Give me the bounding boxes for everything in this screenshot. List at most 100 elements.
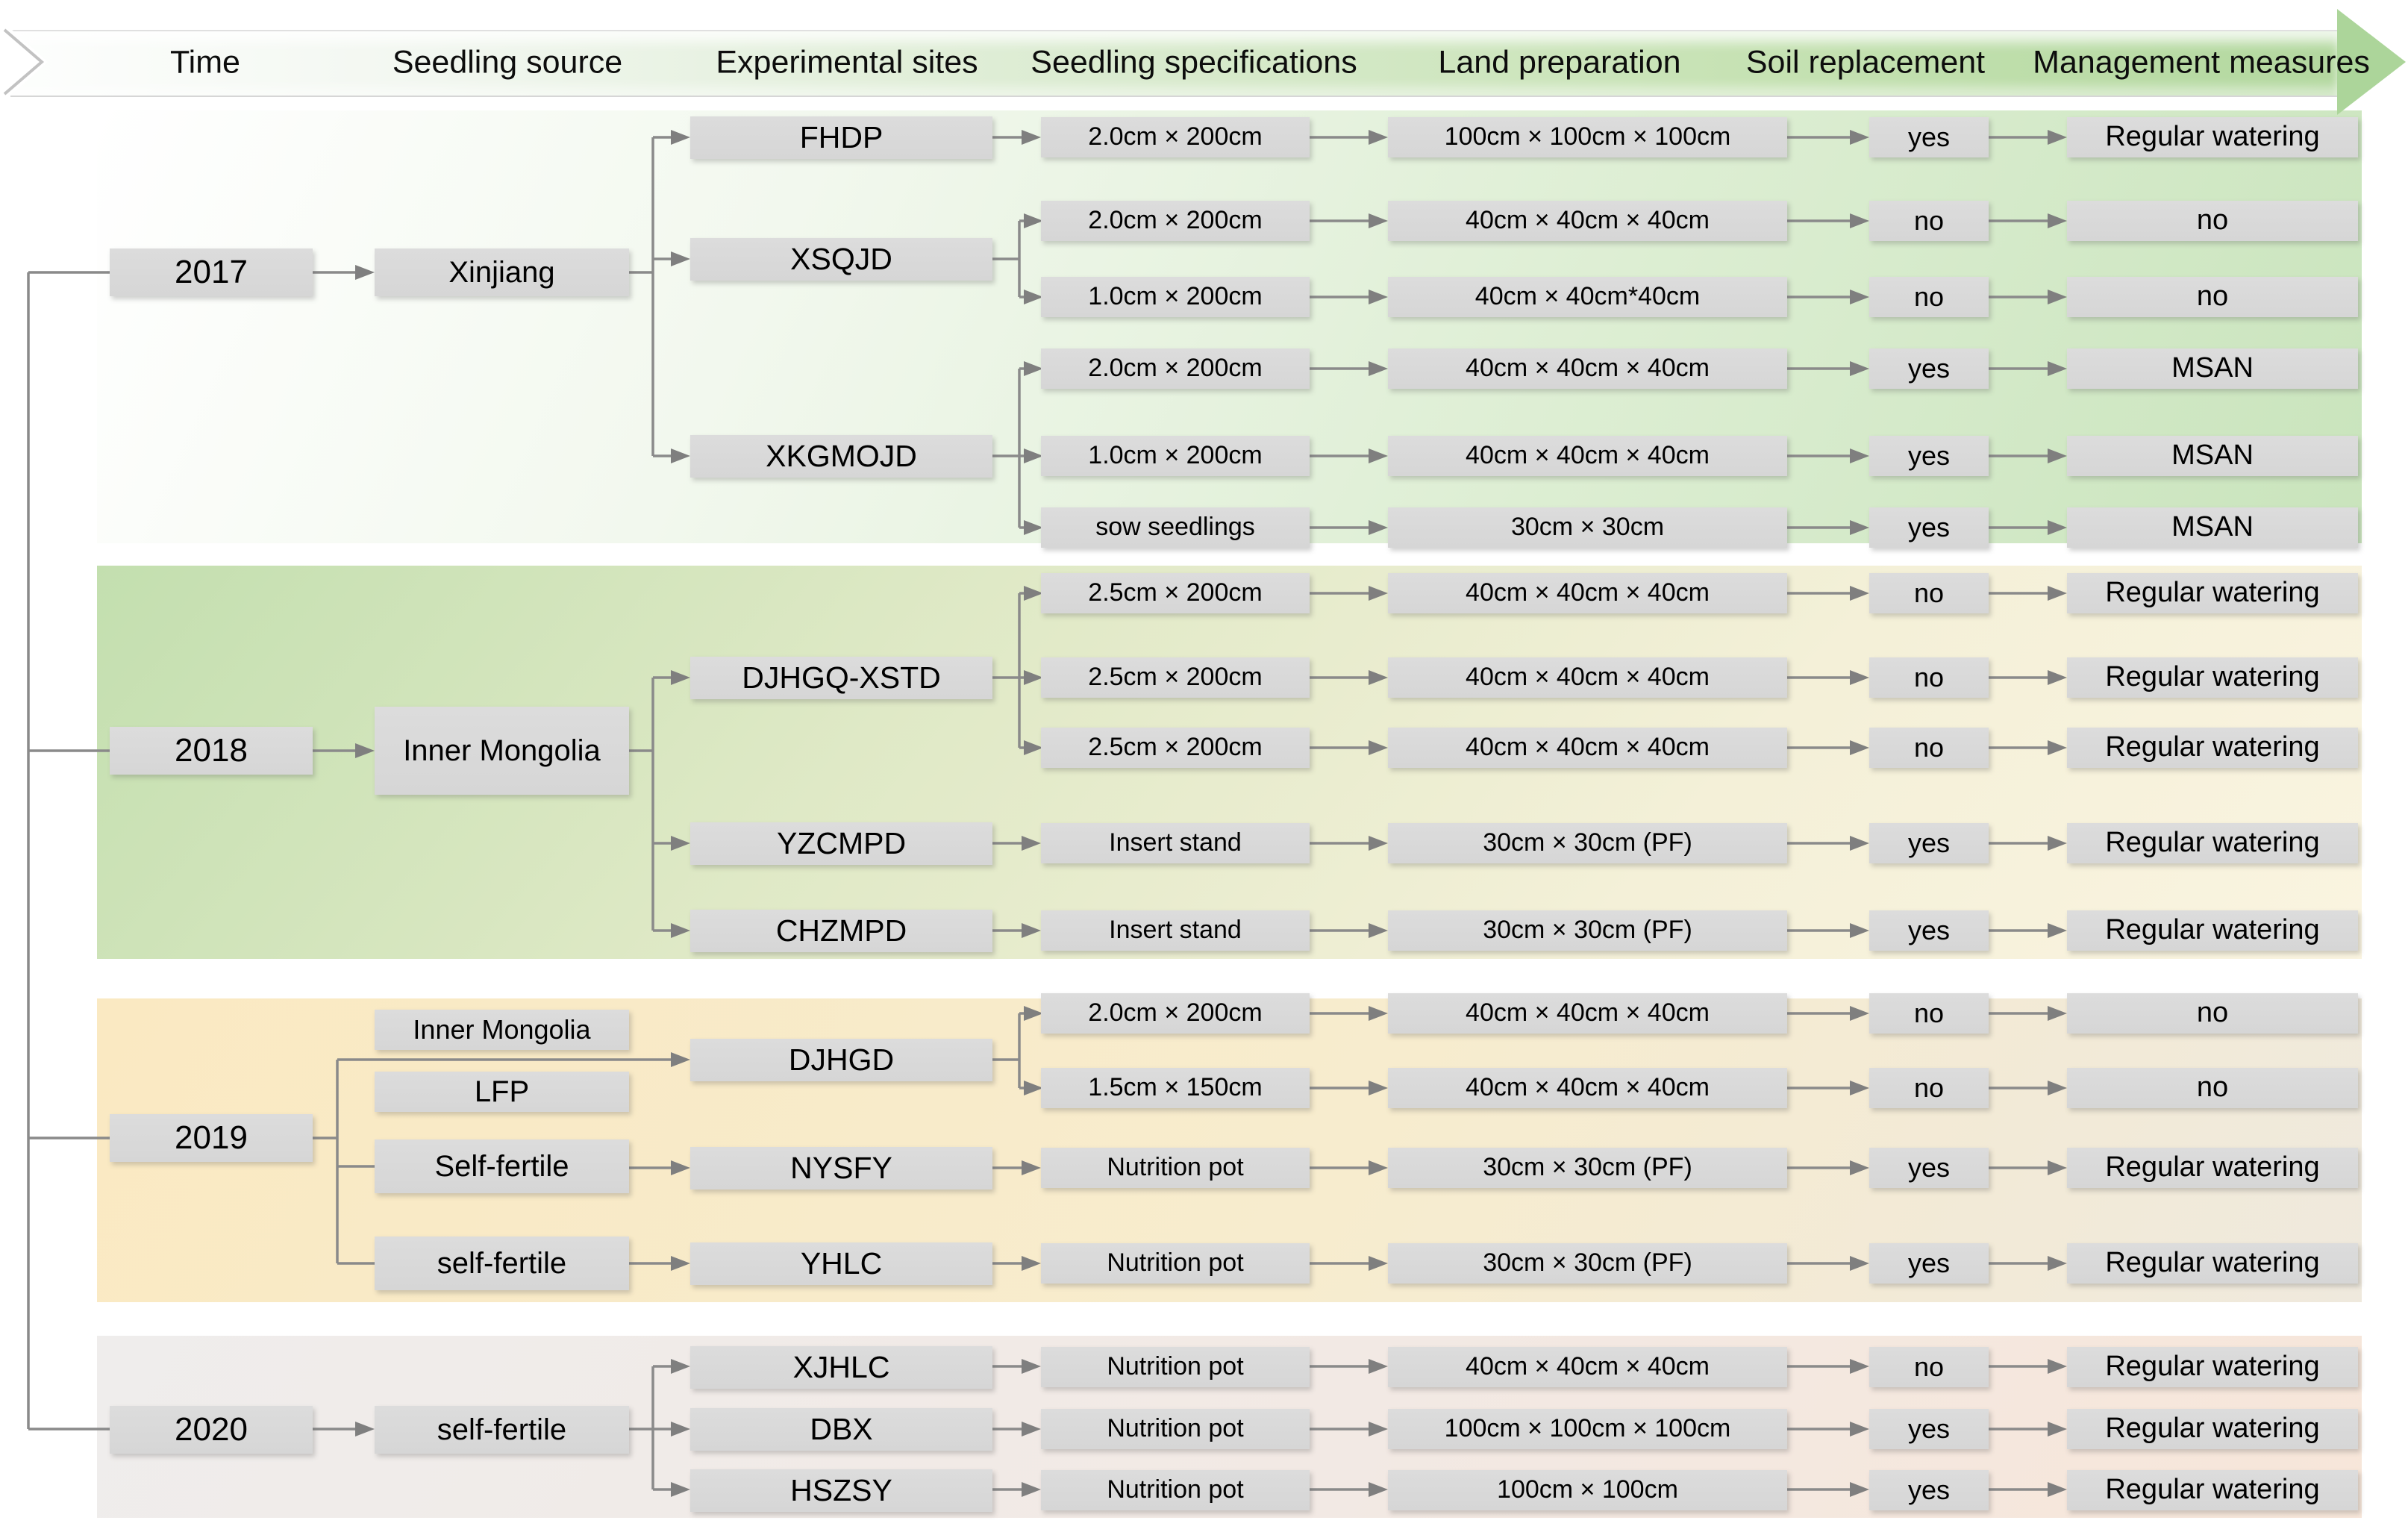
mgmt-box-2017-r5: MSAN bbox=[2067, 436, 2358, 476]
soil-box-2017-r4: yes bbox=[1869, 348, 1989, 389]
soil-box-2017-r1: yes bbox=[1869, 117, 1989, 157]
soil-box-2020-r1: no bbox=[1869, 1347, 1989, 1387]
mgmt-box-2017-r3: no bbox=[2067, 277, 2358, 317]
source-box-inner-mongolia-2019: Inner Mongolia bbox=[375, 1010, 629, 1050]
column-header-source: Seedling source bbox=[392, 44, 623, 81]
soil-box-2018-r4: yes bbox=[1869, 823, 1989, 863]
spec-box-2019-r3: Nutrition pot bbox=[1041, 1148, 1310, 1188]
banner-notch bbox=[10, 28, 48, 96]
mgmt-box-2019-r2: no bbox=[2067, 1068, 2358, 1108]
soil-box-2018-r2: no bbox=[1869, 657, 1989, 698]
site-box-yhlc: YHLC bbox=[690, 1242, 992, 1285]
land-box-2019-r3: 30cm × 30cm (PF) bbox=[1388, 1148, 1787, 1188]
column-header-management: Management measures bbox=[2033, 44, 2370, 81]
soil-box-2019-r2: no bbox=[1869, 1068, 1989, 1108]
land-box-2018-r1: 40cm × 40cm × 40cm bbox=[1388, 573, 1787, 613]
banner-chevron-icon bbox=[3, 28, 45, 96]
spec-box-2019-r2: 1.5cm × 150cm bbox=[1041, 1068, 1310, 1108]
land-box-2019-r4: 30cm × 30cm (PF) bbox=[1388, 1243, 1787, 1284]
spec-box-2020-r1: Nutrition pot bbox=[1041, 1347, 1310, 1387]
mgmt-box-2017-r4: MSAN bbox=[2067, 348, 2358, 389]
year-box-2020: 2020 bbox=[110, 1406, 313, 1454]
land-box-2017-r4: 40cm × 40cm × 40cm bbox=[1388, 348, 1787, 389]
soil-box-2017-r6: yes bbox=[1869, 507, 1989, 548]
soil-box-2018-r3: no bbox=[1869, 728, 1989, 768]
spec-box-2017-r2: 2.0cm × 200cm bbox=[1041, 201, 1310, 241]
soil-box-2020-r2: yes bbox=[1869, 1409, 1989, 1449]
spec-box-2018-r4: Insert stand bbox=[1041, 823, 1310, 863]
spec-box-2019-r4: Nutrition pot bbox=[1041, 1243, 1310, 1284]
land-box-2020-r1: 40cm × 40cm × 40cm bbox=[1388, 1347, 1787, 1387]
spec-box-2018-r5: Insert stand bbox=[1041, 910, 1310, 951]
mgmt-box-2017-r1: Regular watering bbox=[2067, 117, 2358, 157]
mgmt-box-2018-r4: Regular watering bbox=[2067, 823, 2358, 863]
mgmt-box-2019-r4: Regular watering bbox=[2067, 1243, 2358, 1284]
site-box-xjhlc: XJHLC bbox=[690, 1346, 992, 1389]
mgmt-box-2020-r3: Regular watering bbox=[2067, 1470, 2358, 1510]
mgmt-box-2019-r3: Regular watering bbox=[2067, 1148, 2358, 1188]
soil-box-2018-r5: yes bbox=[1869, 910, 1989, 951]
land-box-2019-r2: 40cm × 40cm × 40cm bbox=[1388, 1068, 1787, 1108]
column-header-time: Time bbox=[170, 44, 240, 81]
mgmt-box-2017-r2: no bbox=[2067, 201, 2358, 241]
land-box-2018-r4: 30cm × 30cm (PF) bbox=[1388, 823, 1787, 863]
source-box-inner-mongolia: Inner Mongolia bbox=[375, 707, 629, 795]
mgmt-box-2018-r3: Regular watering bbox=[2067, 728, 2358, 768]
site-box-dbx: DBX bbox=[690, 1408, 992, 1451]
soil-box-2019-r1: no bbox=[1869, 993, 1989, 1034]
land-box-2017-r1: 100cm × 100cm × 100cm bbox=[1388, 117, 1787, 157]
mgmt-box-2019-r1: no bbox=[2067, 993, 2358, 1034]
mgmt-box-2018-r1: Regular watering bbox=[2067, 573, 2358, 613]
banner-decoration bbox=[3, 9, 2406, 115]
source-box-self-fertile-lower: self-fertile bbox=[375, 1237, 629, 1290]
soil-box-2020-r3: yes bbox=[1869, 1470, 1989, 1510]
year-box-2017: 2017 bbox=[110, 248, 313, 296]
mgmt-box-2020-r2: Regular watering bbox=[2067, 1409, 2358, 1449]
site-box-hszsy: HSZSY bbox=[690, 1469, 992, 1512]
soil-box-2017-r2: no bbox=[1869, 201, 1989, 241]
year-box-2018: 2018 bbox=[110, 727, 313, 775]
spec-box-2019-r1: 2.0cm × 200cm bbox=[1041, 993, 1310, 1034]
mgmt-box-2020-r1: Regular watering bbox=[2067, 1347, 2358, 1387]
spec-box-2020-r3: Nutrition pot bbox=[1041, 1470, 1310, 1510]
spec-box-2020-r2: Nutrition pot bbox=[1041, 1409, 1310, 1449]
source-box-lfp: LFP bbox=[375, 1072, 629, 1112]
mgmt-box-2018-r2: Regular watering bbox=[2067, 657, 2358, 698]
source-box-self-fertile-2020: self-fertile bbox=[375, 1406, 629, 1454]
mgmt-box-2018-r5: Regular watering bbox=[2067, 910, 2358, 951]
column-header-soil: Soil replacement bbox=[1745, 44, 1986, 81]
soil-box-2017-r5: yes bbox=[1869, 436, 1989, 476]
land-box-2018-r5: 30cm × 30cm (PF) bbox=[1388, 910, 1787, 951]
spec-box-2017-r1: 2.0cm × 200cm bbox=[1041, 117, 1310, 157]
site-box-chzmpd: CHZMPD bbox=[690, 910, 992, 952]
land-box-2020-r2: 100cm × 100cm × 100cm bbox=[1388, 1409, 1787, 1449]
mgmt-box-2017-r6: MSAN bbox=[2067, 507, 2358, 548]
land-box-2020-r3: 100cm × 100cm bbox=[1388, 1470, 1787, 1510]
site-box-xsqjd: XSQJD bbox=[690, 238, 992, 281]
source-box-xinjiang: Xinjiang bbox=[375, 248, 629, 296]
column-header-specs: Seedling specifications bbox=[1031, 44, 1357, 81]
banner-arrowhead-icon bbox=[2337, 9, 2406, 115]
site-box-yzcmpd: YZCMPD bbox=[690, 822, 992, 865]
soil-box-2019-r4: yes bbox=[1869, 1243, 1989, 1284]
land-box-2017-r2: 40cm × 40cm × 40cm bbox=[1388, 201, 1787, 241]
site-box-xkgmojd: XKGMOJD bbox=[690, 435, 992, 478]
spec-box-2018-r3: 2.5cm × 200cm bbox=[1041, 728, 1310, 768]
soil-box-2017-r3: no bbox=[1869, 277, 1989, 317]
timeline-banner bbox=[10, 30, 2340, 97]
site-box-djhgd: DJHGD bbox=[690, 1039, 992, 1081]
land-box-2018-r2: 40cm × 40cm × 40cm bbox=[1388, 657, 1787, 698]
spec-box-2017-r5: 1.0cm × 200cm bbox=[1041, 436, 1310, 476]
land-box-2019-r1: 40cm × 40cm × 40cm bbox=[1388, 993, 1787, 1034]
spec-box-2017-r3: 1.0cm × 200cm bbox=[1041, 277, 1310, 317]
site-box-nysfy: NYSFY bbox=[690, 1147, 992, 1189]
site-box-djhgq-xstd: DJHGQ-XSTD bbox=[690, 657, 992, 699]
site-box-fhdp: FHDP bbox=[690, 116, 992, 159]
soil-box-2018-r1: no bbox=[1869, 573, 1989, 613]
column-header-land: Land preparation bbox=[1438, 44, 1681, 81]
land-box-2017-r3: 40cm × 40cm*40cm bbox=[1388, 277, 1787, 317]
source-box-self-fertile-upper: Self-fertile bbox=[375, 1139, 629, 1193]
land-box-2018-r3: 40cm × 40cm × 40cm bbox=[1388, 728, 1787, 768]
spec-box-2017-r6: sow seedlings bbox=[1041, 507, 1310, 548]
